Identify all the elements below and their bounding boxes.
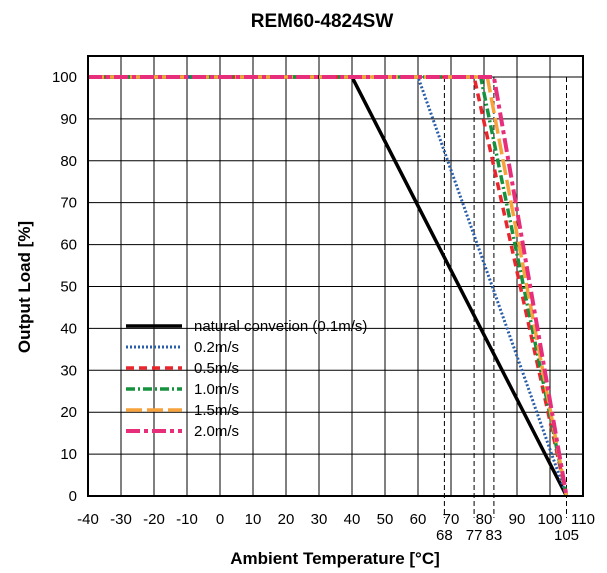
x-tick-label: 70 (443, 511, 460, 528)
x-tick-label: 20 (278, 511, 295, 528)
y-tick-label: 90 (60, 111, 77, 128)
y-tick-label: 60 (60, 237, 77, 254)
legend-label: 0.2m/s (194, 339, 239, 356)
y-tick-label: 50 (60, 278, 77, 295)
x-tick-label: 110 (571, 511, 595, 528)
y-tick-label: 20 (60, 404, 77, 421)
legend-label: natural convetion (0.1m/s) (194, 318, 367, 335)
marker-label: 68 (436, 527, 453, 544)
x-tick-label: 100 (537, 511, 562, 528)
y-tick-label: 40 (60, 320, 77, 337)
x-tick-label: 90 (509, 511, 526, 528)
marker-label: 77 (466, 527, 483, 544)
y-tick-label: 30 (60, 362, 77, 379)
marker-label: 105 (554, 527, 579, 544)
x-tick-label: -10 (176, 511, 198, 528)
y-tick-label: 70 (60, 195, 77, 212)
marker-label: 83 (486, 527, 503, 544)
x-tick-label: 80 (476, 511, 493, 528)
x-tick-label: -20 (143, 511, 165, 528)
plot-frame (87, 55, 584, 497)
x-tick-label: -30 (110, 511, 132, 528)
series-line (88, 74, 569, 497)
series-lines (88, 74, 569, 497)
x-axis-label: Ambient Temperature [°C] (230, 549, 440, 568)
x-tick-label: 50 (377, 511, 394, 528)
y-tick-label: 10 (60, 446, 77, 463)
x-tick-label: 10 (245, 511, 262, 528)
legend-label: 0.5m/s (194, 360, 239, 377)
chart-title: REM60-4824SW (251, 11, 394, 32)
x-tick-label: 40 (344, 511, 361, 528)
x-tick-label: 60 (410, 511, 427, 528)
x-tick-label: 30 (311, 511, 328, 528)
legend-label: 1.0m/s (194, 381, 239, 398)
tick-labels: -40 -30 -20 -10 0 10 20 30 40 50 60 70 80 90 100 110 0 10… (52, 69, 595, 528)
legend-label: 1.5m/s (194, 402, 239, 419)
legend-label: 2.0m/s (194, 423, 239, 440)
legend: natural convetion (0.1m/s) 0.2m/s 0.5m/s 1.… (126, 318, 367, 440)
x-tick-label: -40 (77, 511, 99, 528)
y-tick-label: 80 (60, 153, 77, 170)
y-tick-label: 0 (69, 488, 77, 505)
y-axis-label: Output Load [%] (15, 221, 34, 353)
y-tick-label: 100 (52, 69, 77, 86)
x-tick-label: 0 (216, 511, 224, 528)
